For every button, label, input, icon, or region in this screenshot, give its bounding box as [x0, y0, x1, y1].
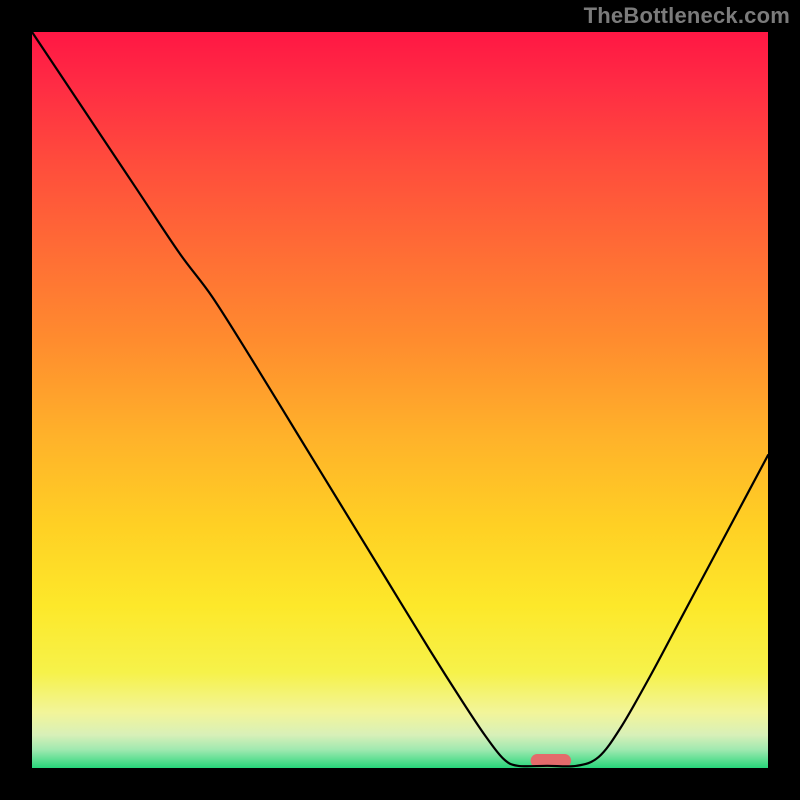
- chart-svg: [0, 0, 800, 800]
- plot-area: [32, 32, 768, 768]
- watermark-text: TheBottleneck.com: [584, 3, 790, 29]
- chart-root: TheBottleneck.com: [0, 0, 800, 800]
